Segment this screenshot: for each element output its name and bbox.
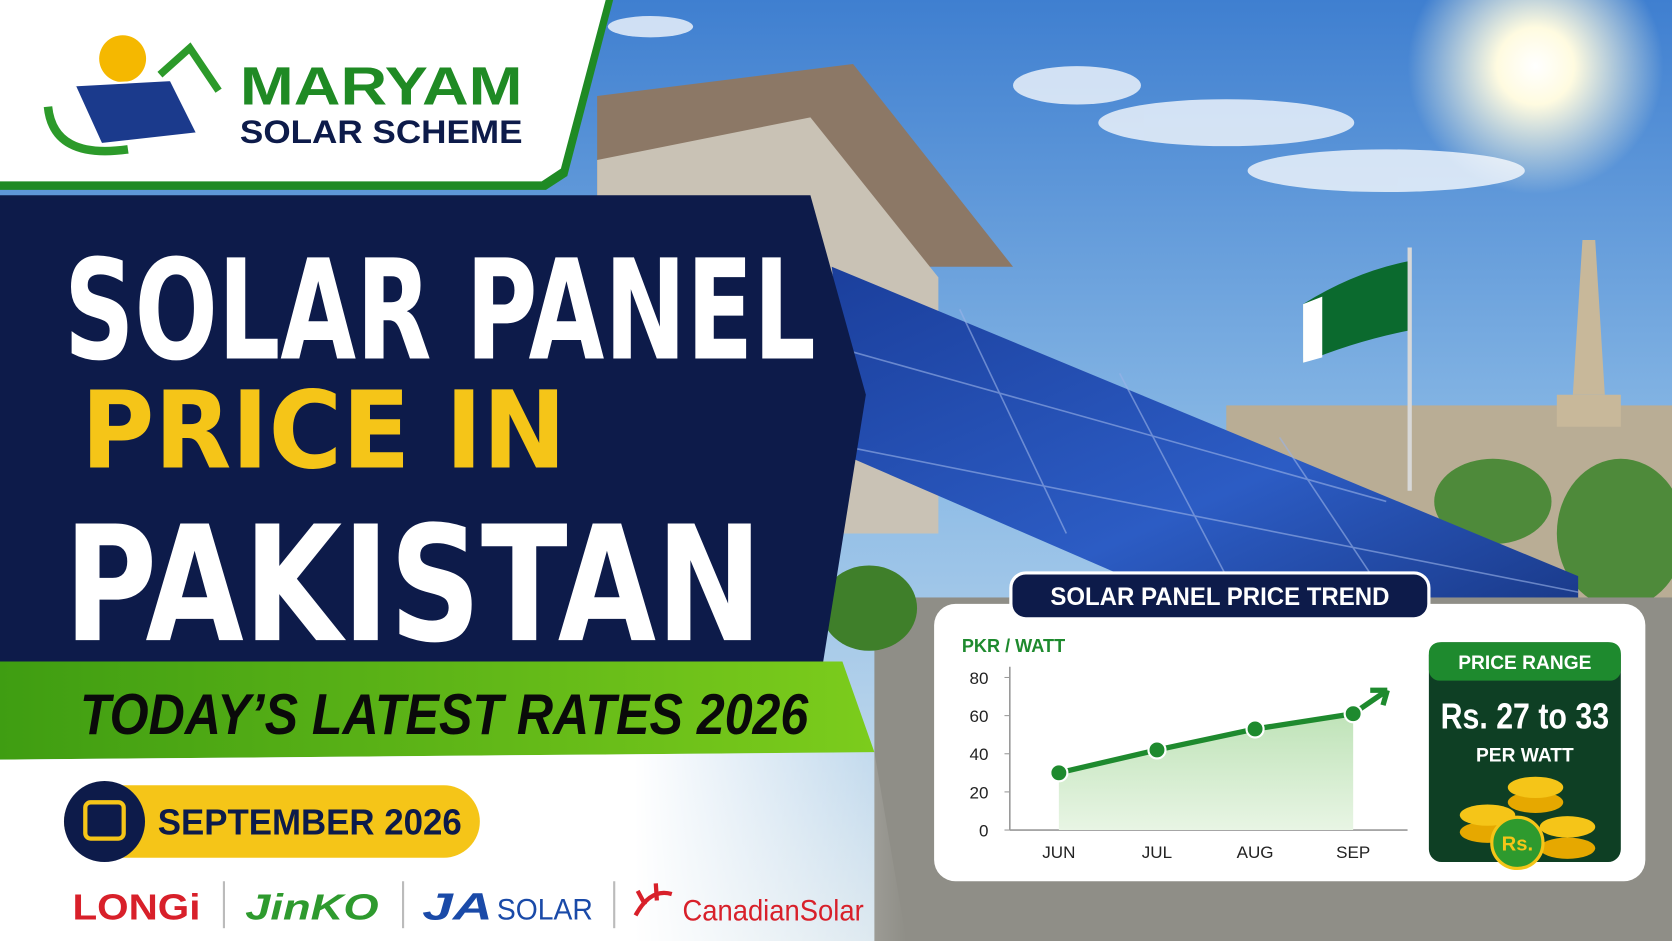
plant: [821, 565, 918, 651]
flag-stripe: [1303, 296, 1323, 363]
clouds: [607, 16, 1525, 193]
price-box-header: [1428, 642, 1621, 681]
data-point: [1049, 763, 1069, 783]
x-tick-label: SEP: [1336, 843, 1370, 862]
x-tick-label: JUL: [1142, 843, 1172, 862]
headline-line: PRICE IN: [81, 369, 566, 493]
data-point: [1343, 704, 1363, 724]
price-unit: PER WATT: [1476, 746, 1574, 767]
headline-line: SOLAR PANEL: [64, 229, 816, 391]
trees: [1434, 458, 1672, 609]
price-box-title: PRICE RANGE: [1458, 653, 1591, 674]
partner-logo: LONGi: [73, 887, 201, 928]
calendar-glyph: [83, 800, 126, 841]
coins: [1459, 776, 1596, 871]
panel-grid: [852, 309, 1579, 598]
x-tick-label: AUG: [1237, 843, 1274, 862]
solar-panels: [831, 266, 1579, 603]
data-point: [1245, 719, 1265, 739]
price-range: Rs. 27 to 33: [1441, 696, 1609, 737]
calendar-icon: [63, 780, 146, 863]
headline-line: PAKISTAN: [64, 491, 762, 678]
chart: 0 20 40 60 80 JUN JUL AUG SEP: [970, 666, 1408, 862]
partner-logo: SOLAR: [497, 894, 593, 927]
minar: [1556, 240, 1621, 427]
sun: [1407, 0, 1664, 195]
date-text: SEPTEMBER 2026: [158, 801, 462, 842]
y-tick-label: 60: [970, 707, 989, 726]
brand-name: MARYAM: [240, 58, 523, 117]
partner-logo: JA: [422, 886, 492, 929]
x-tick-label: JUN: [1042, 843, 1075, 862]
trend-line: [1058, 711, 1354, 776]
banner-text: TODAY’S LATEST RATES 2026: [80, 683, 809, 747]
coin-label: Rs.: [1502, 833, 1534, 855]
partner-logo: JinKO: [245, 887, 378, 928]
partner-icon: [633, 883, 673, 917]
date-pill: [63, 785, 480, 858]
y-tick-label: 80: [970, 669, 989, 688]
chart-title-pill: [1009, 571, 1431, 621]
data-point: [1147, 740, 1167, 760]
banner: [0, 661, 875, 760]
y-tick-label: 20: [970, 783, 989, 802]
y-axis-label: PKR / WATT: [962, 636, 1065, 656]
y-tick-label: 40: [970, 745, 989, 764]
partner-logo: CanadianSolar: [682, 895, 863, 928]
area: [1058, 713, 1354, 831]
logo-icon: [43, 35, 222, 156]
y-tick-label: 0: [979, 821, 988, 840]
headline-panel: [0, 195, 866, 662]
chart-title: SOLAR PANEL PRICE TREND: [1050, 584, 1389, 611]
brand-subtitle: SOLAR SCHEME: [240, 114, 523, 150]
flag: [1303, 261, 1408, 363]
